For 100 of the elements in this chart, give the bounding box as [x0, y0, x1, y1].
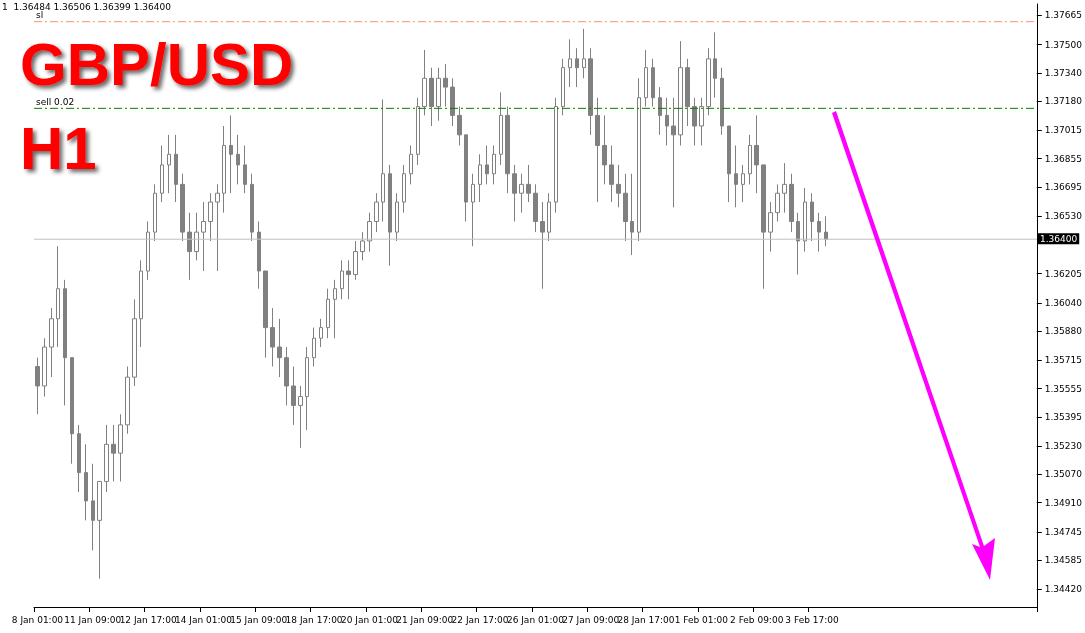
candlestick — [97, 480, 102, 580]
candlestick — [153, 183, 157, 242]
x-tick-label: 20 Jan 01:00 — [340, 614, 399, 625]
candlestick — [388, 164, 392, 267]
candlestick — [402, 164, 406, 214]
y-tick-label: 1.36040 — [1044, 297, 1083, 308]
candlestick — [554, 97, 558, 214]
ref-line-label: sell 0.02 — [36, 96, 75, 107]
x-tick-label: 18 Jan 17:00 — [285, 614, 343, 625]
candlestick — [284, 346, 289, 406]
candlestick — [616, 164, 621, 208]
x-tick-label: 22 Jan 17:00 — [451, 614, 509, 625]
candlestick — [748, 134, 752, 185]
y-tick-label: 1.34910 — [1044, 497, 1083, 508]
candlestick — [637, 77, 641, 242]
candlestick — [429, 67, 434, 127]
candlestick — [125, 366, 130, 435]
candlestick — [464, 134, 468, 222]
x-tick-label: 28 Jan 17:00 — [617, 614, 675, 625]
y-tick-label: 1.36855 — [1044, 153, 1082, 164]
candlestick — [333, 279, 337, 339]
candlestick — [111, 424, 116, 482]
candlestick — [346, 259, 351, 300]
y-tick-label: 1.35395 — [1044, 411, 1082, 422]
candlestick — [678, 40, 683, 146]
y-tick-label: 1.34745 — [1044, 526, 1082, 537]
candlestick — [35, 357, 40, 415]
x-tick-label: 1 Feb 01:00 — [674, 614, 729, 625]
candlestick — [160, 144, 164, 203]
candlestick — [229, 114, 233, 194]
candlestick — [132, 298, 137, 387]
candlestick — [782, 162, 787, 214]
candlestick — [319, 318, 323, 348]
candlestick — [353, 240, 358, 281]
y-tick-label: 1.37015 — [1044, 125, 1082, 136]
candlestick — [236, 134, 240, 185]
candlestick — [305, 346, 309, 431]
candlestick — [56, 245, 60, 348]
candlestick — [644, 49, 648, 108]
y-tick-label: 1.36205 — [1044, 268, 1082, 279]
candlestick — [422, 49, 427, 116]
y-tick-label: 1.37500 — [1044, 39, 1083, 50]
candlestick — [146, 221, 150, 281]
candlestick — [298, 385, 303, 449]
candlestick — [360, 231, 365, 261]
candlestick — [582, 28, 586, 79]
candlestick — [381, 98, 385, 222]
candlestick — [727, 125, 731, 203]
candlestick — [118, 413, 123, 482]
candlestick — [630, 173, 634, 256]
candlestick — [263, 270, 268, 359]
candlestick — [789, 173, 794, 233]
candlestick — [340, 259, 344, 300]
candlestick — [803, 187, 807, 253]
candlestick — [796, 212, 800, 276]
candlestick — [180, 173, 185, 242]
annotation: 1 1.36484 1.36506 1.36399 1.36400 — [2, 2, 171, 12]
candlestick — [215, 183, 220, 272]
x-tick-label: 11 Jan 09:00 — [64, 614, 122, 625]
candlestick — [367, 212, 372, 253]
candlestick — [409, 144, 413, 185]
candlestick — [485, 144, 489, 185]
candlestick — [499, 91, 503, 166]
candlestick — [602, 114, 607, 185]
candlestick — [222, 125, 226, 214]
candlestick — [734, 144, 738, 208]
candlestick — [817, 212, 821, 253]
candlestick — [450, 77, 455, 127]
candlestick — [443, 63, 448, 108]
x-tick-label: 12 Jan 17:00 — [119, 614, 177, 625]
candlestick — [547, 192, 551, 242]
candlestick — [651, 58, 655, 108]
candlestick — [374, 192, 379, 233]
candlestick — [270, 307, 275, 368]
candlestick — [478, 153, 482, 203]
candlestick — [326, 288, 330, 339]
candlestick — [139, 259, 143, 348]
y-tick-label: 1.35555 — [1044, 383, 1082, 394]
candlestick — [208, 192, 213, 242]
y-tick-label: 1.37340 — [1044, 67, 1083, 78]
x-tick-label: 3 Feb 17:00 — [785, 614, 839, 625]
candlestick — [312, 327, 316, 368]
candlestick — [91, 463, 95, 551]
y-tick-label: 1.35880 — [1044, 326, 1083, 337]
candlestick — [623, 173, 628, 242]
x-tick-label: 8 Jan 01:00 — [11, 614, 64, 625]
candlestick — [671, 97, 676, 208]
candlestick — [194, 212, 199, 261]
candlestick — [561, 58, 565, 116]
candlestick — [609, 144, 614, 203]
candlestick — [77, 424, 81, 493]
candlestick — [706, 47, 711, 116]
x-tick-label: 2 Feb 09:00 — [730, 614, 784, 625]
candlestick — [519, 173, 524, 214]
candlestick — [42, 337, 47, 398]
candlestick — [187, 212, 192, 281]
candlestick — [810, 192, 814, 242]
candlestick — [277, 318, 282, 378]
x-tick-label: 26 Jan 01:00 — [506, 614, 565, 625]
candlestick — [416, 97, 420, 166]
